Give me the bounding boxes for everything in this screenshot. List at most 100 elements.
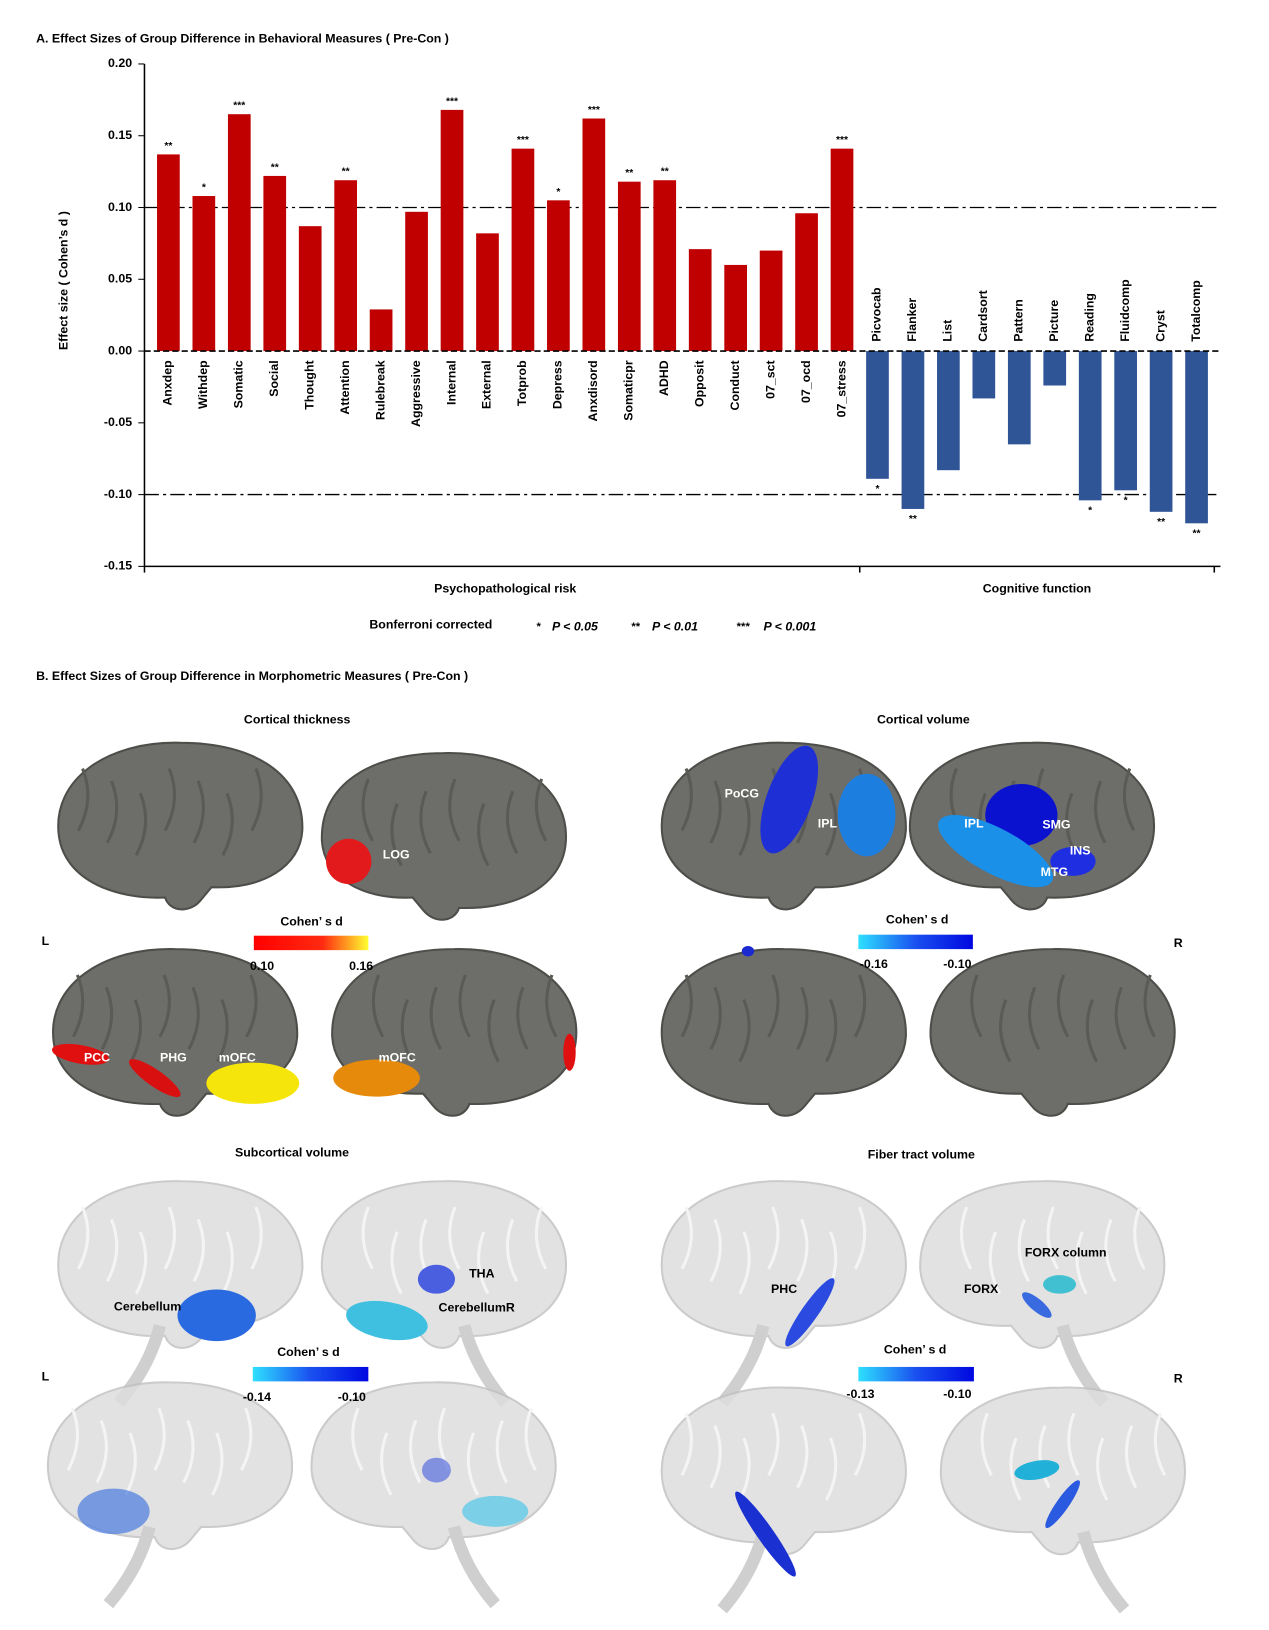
bar (192, 196, 216, 352)
x-tick-label: Fluidcomp (1118, 279, 1132, 342)
hemisphere-label: R (1174, 1372, 1183, 1386)
colorbar-label: Cohen’ s d (884, 1343, 947, 1357)
brain-shape (534, 778, 548, 842)
bar (653, 180, 677, 352)
x-tick-label: List (941, 320, 955, 342)
brain-shape (448, 778, 461, 842)
significance-label: *** (233, 101, 245, 112)
brain-shape (390, 803, 403, 867)
significance-label: ** (625, 168, 633, 179)
region-label: mOFC (219, 1051, 256, 1065)
colorbar-max: -0.10 (943, 1387, 971, 1401)
x-tick-label: Social (267, 360, 281, 396)
bar (866, 351, 889, 479)
brain-shape (1133, 1206, 1146, 1270)
brain-shape (516, 986, 529, 1050)
region-label: PHC (771, 1282, 797, 1296)
chart-title: A. Effect Sizes of Group Difference in B… (36, 31, 449, 45)
region-highlight (1050, 846, 1096, 876)
significance-label: *** (517, 135, 529, 146)
brain-shape (939, 1386, 1187, 1556)
x-tick-label: Anxdep (161, 360, 175, 406)
brain-shape (534, 1206, 548, 1270)
colorbar (253, 935, 369, 951)
brain-shape (495, 1420, 508, 1484)
legend-text: P < 0.05 (552, 620, 599, 634)
bar (1185, 351, 1208, 524)
brain (660, 948, 907, 1117)
legend-text: P < 0.01 (652, 620, 698, 634)
brain-shape (250, 768, 263, 832)
brain-shape (390, 1231, 403, 1295)
x-tick-label: Thought (302, 360, 316, 409)
significance-label: ** (164, 141, 172, 152)
brain-shape (1093, 780, 1107, 844)
x-tick-label: Anxdisord (586, 360, 600, 421)
colorbar (858, 1366, 974, 1382)
brain-shape (100, 986, 114, 1050)
bar (901, 351, 925, 509)
region-highlight (735, 1491, 796, 1577)
brain-shape (1114, 986, 1127, 1050)
region-highlight (837, 773, 896, 857)
panel-title: Cortical thickness (244, 712, 351, 726)
bar (1007, 351, 1031, 445)
brain-shape (825, 792, 838, 856)
brain-shape (680, 768, 693, 832)
x-tick-label: 07_stress (834, 360, 848, 417)
x-tick-label: Somaticpr (622, 360, 636, 421)
bar (298, 226, 322, 352)
bar (972, 351, 996, 399)
region-highlight (128, 1059, 181, 1098)
brain-shape (1038, 1425, 1051, 1489)
group-label: Cognitive function (983, 581, 1091, 595)
brain-shape (970, 974, 983, 1038)
bar (830, 148, 854, 352)
significance-label: ** (661, 167, 669, 178)
panel-title: Fiber tract volume (868, 1148, 975, 1162)
y-axis-label: Effect size ( Cohen’s d ) (56, 211, 70, 350)
brain-shape (448, 1206, 461, 1270)
brain-shape (709, 986, 722, 1050)
brain-shape (419, 790, 432, 854)
significance-label: ** (1193, 528, 1201, 539)
bar (582, 118, 606, 352)
hemisphere-label: R (1174, 936, 1183, 950)
brain-shape (959, 1206, 973, 1270)
brain-shape (660, 948, 907, 1117)
brain-shape (487, 999, 500, 1063)
legend-symbol: *** (737, 621, 751, 633)
brain-shape (221, 792, 234, 856)
region-label: MTG (1041, 865, 1068, 879)
brain-shape (134, 792, 148, 856)
brain (57, 741, 304, 911)
brain-shape (477, 1231, 490, 1295)
region-highlight (77, 1488, 150, 1535)
brain-shape (250, 1206, 263, 1270)
brain-shape (466, 1432, 480, 1496)
brain-shape (1153, 1412, 1167, 1476)
brain (310, 1381, 557, 1609)
brain-shape (1122, 768, 1136, 832)
bar (157, 154, 180, 352)
brain-shape (380, 1432, 393, 1496)
brain-shape (796, 1425, 809, 1489)
brain-shape (71, 974, 85, 1038)
region-highlight (52, 1043, 109, 1065)
brain-shape (660, 1180, 907, 1349)
brain-shape (1009, 1437, 1022, 1501)
brain (320, 752, 568, 921)
brain-shape (1075, 1231, 1088, 1295)
x-tick-label: Withdep (196, 360, 210, 409)
brain-shape (505, 1218, 519, 1283)
y-tick-label: -0.10 (104, 487, 132, 501)
brain-shape (767, 1206, 780, 1270)
brain-shape (57, 741, 304, 911)
brain-shape (158, 974, 171, 1038)
x-tick-label: Picture (1047, 300, 1061, 342)
brain (919, 1180, 1166, 1408)
brain-shape (240, 1407, 253, 1471)
significance-label: * (875, 484, 879, 495)
brain-shape (660, 1386, 907, 1556)
